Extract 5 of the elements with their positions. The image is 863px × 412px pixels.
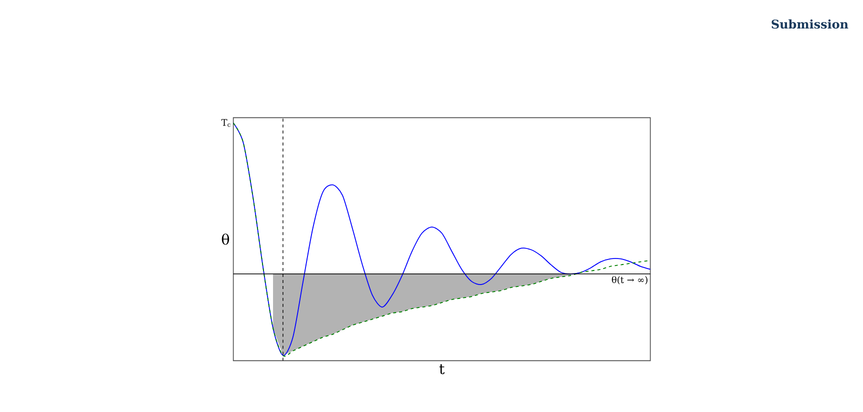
text: Submission: [772, 19, 848, 29]
x-axis-title: t: [439, 364, 445, 374]
y-axis-title: θ: [222, 234, 230, 245]
ref-line-label: θ(t → ∞): [612, 276, 648, 284]
text: T$_{c}$: [221, 119, 230, 127]
